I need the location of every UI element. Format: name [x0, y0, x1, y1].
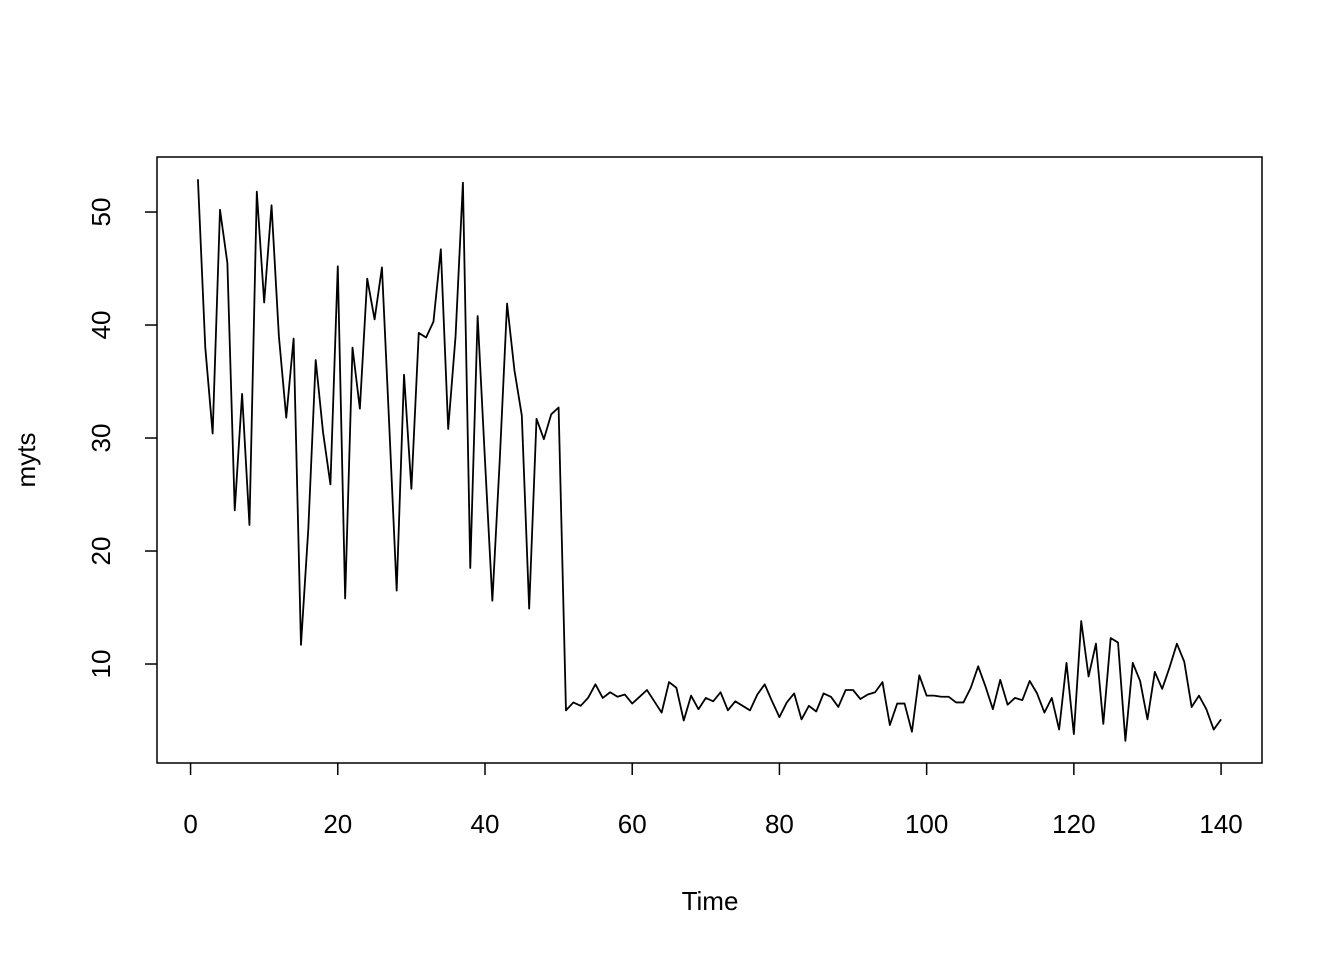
y-tick-label: 40	[86, 311, 116, 340]
y-tick-label: 10	[86, 650, 116, 679]
x-tick-label: 0	[183, 809, 197, 839]
x-axis-label: Time	[682, 886, 739, 916]
x-tick-label: 20	[323, 809, 352, 839]
x-tick-label: 60	[618, 809, 647, 839]
x-tick-label: 100	[905, 809, 948, 839]
y-tick-label: 30	[86, 424, 116, 453]
y-tick-label: 50	[86, 198, 116, 227]
series-line	[197, 179, 1222, 742]
x-tick-label: 140	[1199, 809, 1242, 839]
x-tick-label: 120	[1052, 809, 1095, 839]
plot-box	[156, 156, 1263, 764]
y-tick-label: 20	[86, 537, 116, 566]
y-axis-label: myts	[11, 433, 41, 488]
x-tick-label: 40	[471, 809, 500, 839]
x-tick-label: 80	[765, 809, 794, 839]
